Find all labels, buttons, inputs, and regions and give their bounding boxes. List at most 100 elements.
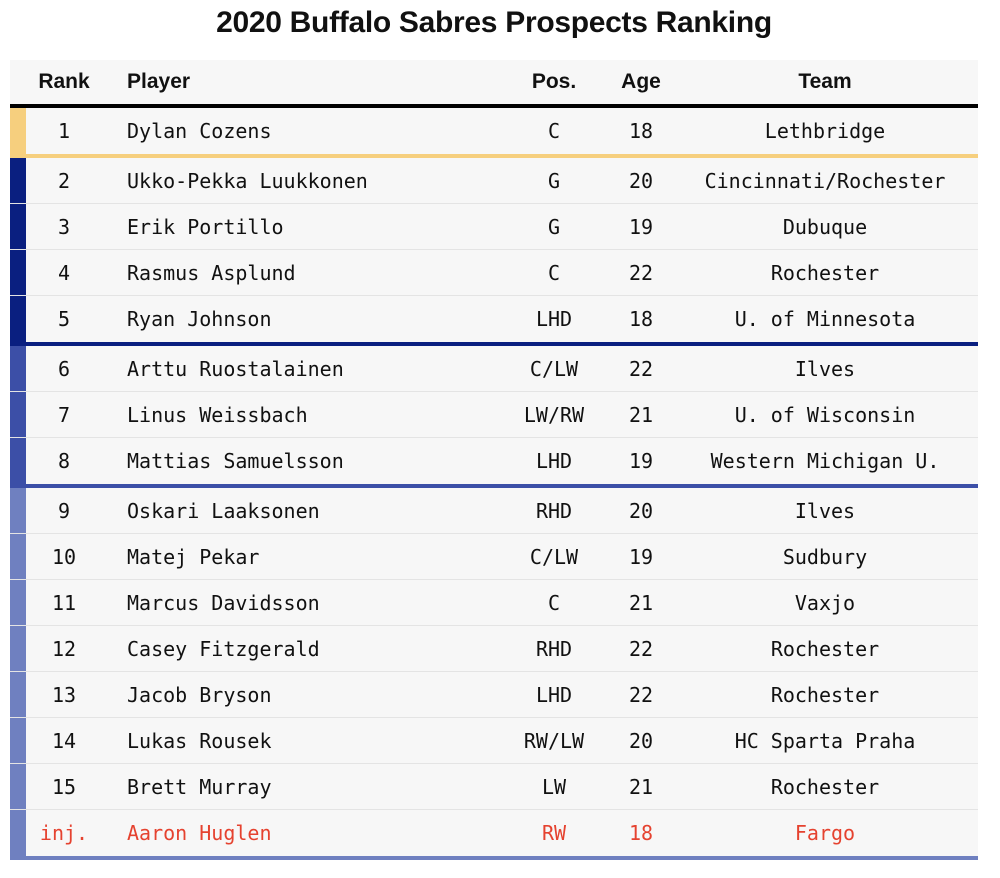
cell-pos: C/LW <box>529 357 579 381</box>
cell-pos: RHD <box>535 637 573 661</box>
cell-age: 18 <box>628 821 654 845</box>
cell-age: 20 <box>628 499 654 523</box>
cell-team: Ilves <box>794 499 856 523</box>
table-title: 2020 Buffalo Sabres Prospects Ranking <box>216 6 772 39</box>
cell-team: Rochester <box>770 637 880 661</box>
cell-age: 22 <box>628 637 654 661</box>
cell-rank: 6 <box>57 357 71 381</box>
tier-color-bar <box>10 392 26 437</box>
table-row: 5 Ryan Johnson LHD 18 U. of Minnesota <box>10 296 978 346</box>
cell-team: Rochester <box>770 261 880 285</box>
cell-team: U. of Minnesota <box>734 307 916 331</box>
cell-rank: 2 <box>57 169 71 193</box>
cell-pos: C/LW <box>529 545 579 569</box>
cell-rank: 15 <box>51 775 77 799</box>
cell-player: Dylan Cozens <box>127 119 272 143</box>
tier-color-bar <box>10 346 26 391</box>
cell-age: 21 <box>628 775 654 799</box>
cell-team: Rochester <box>770 683 880 707</box>
cell-player: Linus Weissbach <box>127 403 308 427</box>
cell-rank: 9 <box>57 499 71 523</box>
cell-pos: RW/LW <box>523 729 585 753</box>
cell-team: U. of Wisconsin <box>734 403 916 427</box>
table-row: 14 Lukas Rousek RW/LW 20 HC Sparta Praha <box>10 718 978 764</box>
table-row: 12 Casey Fitzgerald RHD 22 Rochester <box>10 626 978 672</box>
tier-color-bar <box>10 810 26 856</box>
cell-player: Aaron Huglen <box>127 821 272 845</box>
cell-team: Ilves <box>794 357 856 381</box>
tier-color-bar <box>10 626 26 671</box>
tier-color-bar <box>10 672 26 717</box>
tier-color-bar <box>10 534 26 579</box>
table-row: 6 Arttu Ruostalainen C/LW 22 Ilves <box>10 346 978 392</box>
cell-rank: 3 <box>57 215 71 239</box>
cell-player: Casey Fitzgerald <box>127 637 320 661</box>
cell-rank: 5 <box>57 307 71 331</box>
table-row: 1 Dylan Cozens C 18 Lethbridge <box>10 108 978 158</box>
cell-rank: 12 <box>51 637 77 661</box>
cell-rank: 7 <box>57 403 71 427</box>
cell-age: 19 <box>628 449 654 473</box>
table-header: Rank Player Pos. Age Team <box>10 60 978 108</box>
tier-color-bar <box>10 204 26 249</box>
cell-player: Rasmus Asplund <box>127 261 296 285</box>
cell-age: 22 <box>628 261 654 285</box>
cell-team: Lethbridge <box>764 119 886 143</box>
cell-player: Brett Murray <box>127 775 272 799</box>
cell-pos: G <box>547 169 561 193</box>
header-pos: Pos. <box>531 70 577 93</box>
prospects-table: Rank Player Pos. Age Team 1 Dylan Cozens C… <box>10 60 978 860</box>
cell-age: 21 <box>628 403 654 427</box>
cell-pos: RW <box>541 821 567 845</box>
cell-age: 22 <box>628 683 654 707</box>
cell-team: Sudbury <box>782 545 868 569</box>
cell-player: Jacob Bryson <box>127 683 272 707</box>
cell-team: Western Michigan U. <box>710 449 940 473</box>
table-row: 3 Erik Portillo G 19 Dubuque <box>10 204 978 250</box>
cell-age: 18 <box>628 307 654 331</box>
tier-color-bar <box>10 718 26 763</box>
cell-pos: LHD <box>535 449 573 473</box>
cell-age: 20 <box>628 729 654 753</box>
cell-rank: 14 <box>51 729 77 753</box>
cell-age: 18 <box>628 119 654 143</box>
cell-player: Ryan Johnson <box>127 307 272 331</box>
table-row: 10 Matej Pekar C/LW 19 Sudbury <box>10 534 978 580</box>
cell-player: Erik Portillo <box>127 215 284 239</box>
cell-player: Mattias Samuelsson <box>127 449 344 473</box>
tier-color-bar <box>10 488 26 533</box>
cell-pos: C <box>547 261 561 285</box>
tier-color-bar <box>10 158 26 203</box>
table-row: 11 Marcus Davidsson C 21 Vaxjo <box>10 580 978 626</box>
cell-pos: G <box>547 215 561 239</box>
cell-age: 22 <box>628 357 654 381</box>
cell-pos: LW/RW <box>523 403 585 427</box>
header-age: Age <box>621 70 661 93</box>
tier-color-bar <box>10 296 26 342</box>
header-team: Team <box>798 70 852 93</box>
table-body: 1 Dylan Cozens C 18 Lethbridge 2 Ukko-Pekka Lu… <box>10 108 978 860</box>
cell-pos: RHD <box>535 499 573 523</box>
tier-color-bar <box>10 108 26 154</box>
table-row: 15 Brett Murray LW 21 Rochester <box>10 764 978 810</box>
cell-team: HC Sparta Praha <box>734 729 916 753</box>
cell-player: Ukko-Pekka Luukkonen <box>127 169 368 193</box>
cell-pos: C <box>547 591 561 615</box>
cell-team: Fargo <box>794 821 856 845</box>
cell-player: Arttu Ruostalainen <box>127 357 344 381</box>
cell-rank: 11 <box>51 591 77 615</box>
tier-color-bar <box>10 580 26 625</box>
cell-pos: C <box>547 119 561 143</box>
table-row: 13 Jacob Bryson LHD 22 Rochester <box>10 672 978 718</box>
cell-rank: 8 <box>57 449 71 473</box>
table-row: 4 Rasmus Asplund C 22 Rochester <box>10 250 978 296</box>
cell-age: 19 <box>628 215 654 239</box>
tier-color-bar <box>10 250 26 295</box>
cell-team: Cincinnati/Rochester <box>704 169 946 193</box>
table-row: 8 Mattias Samuelsson LHD 19 Western Michigan… <box>10 438 978 488</box>
cell-rank: 1 <box>57 119 71 143</box>
cell-player: Matej Pekar <box>127 545 260 569</box>
cell-player: Oskari Laaksonen <box>127 499 320 523</box>
tier-color-bar <box>10 438 26 484</box>
cell-player: Lukas Rousek <box>127 729 272 753</box>
